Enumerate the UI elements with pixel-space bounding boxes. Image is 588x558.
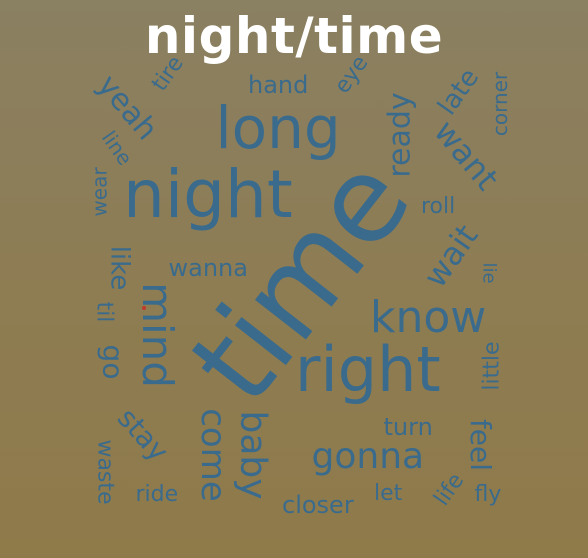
word-roll: roll bbox=[421, 194, 456, 219]
word-feel: feel bbox=[464, 418, 498, 472]
word-come: come bbox=[192, 408, 233, 502]
word-hand: hand bbox=[248, 71, 309, 99]
word-fly: fly bbox=[474, 482, 502, 507]
word-wear: wear bbox=[87, 167, 112, 217]
word-go: go bbox=[95, 344, 129, 380]
word-night: night bbox=[123, 156, 293, 233]
word-right: right bbox=[295, 333, 441, 406]
cloud-title: night/time bbox=[144, 7, 444, 65]
word-lie: lie bbox=[478, 262, 500, 284]
word-mind: mind bbox=[132, 282, 182, 388]
word-turn: turn bbox=[383, 413, 433, 441]
word-like: like bbox=[103, 245, 134, 291]
word-ready: ready bbox=[382, 92, 418, 178]
red-dot-marker bbox=[142, 306, 146, 310]
word-closer: closer bbox=[282, 491, 354, 519]
word-corner: corner bbox=[488, 71, 513, 137]
word-little: little bbox=[479, 341, 505, 391]
word-gonna: gonna bbox=[311, 436, 425, 477]
word-let: let bbox=[374, 481, 403, 506]
word-long: long bbox=[215, 94, 341, 162]
word-know: know bbox=[370, 292, 487, 343]
word-waste: waste bbox=[92, 439, 118, 505]
word-tire: tire bbox=[146, 51, 189, 96]
word-til: til bbox=[90, 301, 116, 323]
word-wanna: wanna bbox=[168, 254, 248, 282]
word-eye: eye bbox=[329, 51, 374, 99]
word-stay: stay bbox=[110, 401, 175, 468]
word-ride: ride bbox=[135, 482, 179, 507]
word-life: life bbox=[429, 468, 470, 511]
word-late: late bbox=[431, 63, 485, 121]
word-baby: baby bbox=[232, 410, 274, 500]
word-wait: wait bbox=[415, 217, 485, 295]
